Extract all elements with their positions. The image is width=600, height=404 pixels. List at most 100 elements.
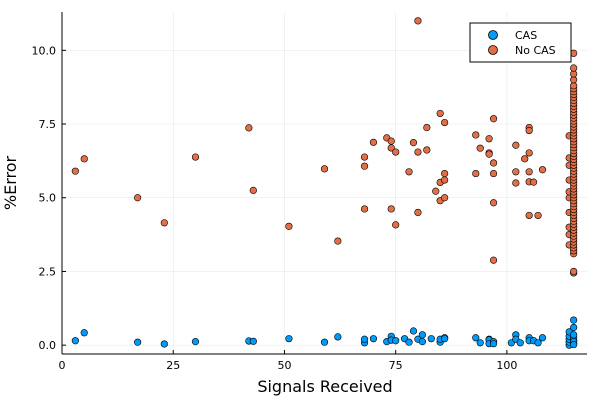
point-no-cas [512, 179, 520, 187]
point-cas [570, 331, 578, 339]
point-no-cas [485, 135, 493, 143]
legend-marker-cas [488, 30, 498, 40]
point-no-cas [441, 118, 449, 127]
point-no-cas [387, 144, 395, 152]
point-no-cas [405, 168, 413, 176]
point-no-cas [512, 141, 520, 149]
point-cas [472, 334, 480, 342]
legend-label-cas: CAS [515, 29, 537, 42]
point-no-cas [191, 153, 200, 161]
point-cas [570, 316, 578, 324]
point-no-cas [441, 169, 449, 178]
axes-frame [61, 12, 587, 355]
point-no-cas [392, 221, 400, 229]
point-no-cas [414, 208, 422, 217]
point-no-cas [570, 267, 578, 276]
y-tick-label: 10.0 [32, 44, 57, 57]
x-tick-label: 100 [496, 359, 517, 372]
x-tick-label: 50 [277, 359, 291, 372]
point-no-cas [512, 168, 520, 176]
point-no-cas [489, 159, 498, 167]
legend-box [469, 22, 572, 63]
y-axis-label: %Error [1, 155, 20, 210]
point-no-cas [441, 194, 449, 202]
point-no-cas [134, 194, 142, 202]
point-no-cas [249, 186, 257, 194]
point-cas [538, 334, 547, 342]
point-no-cas [334, 237, 342, 245]
point-no-cas [160, 219, 168, 227]
point-cas [360, 335, 369, 343]
point-cas [392, 337, 400, 345]
x-tick-label: 75 [389, 359, 403, 372]
point-no-cas [472, 131, 480, 139]
point-cas [249, 337, 257, 345]
point-no-cas [80, 155, 88, 163]
y-tick-label: 2.5 [39, 265, 57, 278]
point-cas [476, 339, 484, 347]
point-cas [570, 340, 578, 349]
point-no-cas [530, 178, 538, 186]
point-no-cas [570, 64, 578, 72]
point-no-cas [369, 138, 378, 146]
point-no-cas [414, 148, 422, 156]
y-tick-label: 7.5 [39, 118, 57, 131]
point-no-cas [525, 211, 533, 220]
y-tick-label: 5.0 [39, 192, 57, 205]
point-no-cas [360, 205, 369, 213]
point-cas [369, 335, 378, 343]
point-no-cas [392, 148, 400, 156]
point-no-cas [414, 17, 422, 25]
point-cas [489, 340, 498, 348]
point-no-cas [525, 126, 533, 135]
point-no-cas [521, 155, 529, 163]
legend-label-no-cas: No CAS [515, 44, 556, 57]
point-cas [80, 329, 88, 337]
point-cas [418, 338, 426, 346]
point-no-cas [423, 123, 431, 132]
point-no-cas [534, 211, 542, 220]
data-points [71, 17, 578, 349]
point-no-cas [360, 162, 369, 170]
point-cas [334, 333, 342, 341]
point-no-cas [432, 187, 440, 195]
point-no-cas [423, 146, 431, 154]
point-cas [134, 338, 142, 346]
point-cas [405, 338, 413, 346]
point-no-cas [436, 109, 444, 118]
point-no-cas [485, 150, 493, 158]
point-cas [191, 338, 200, 346]
point-no-cas [387, 205, 395, 213]
x-tick-label: 25 [166, 359, 180, 372]
point-no-cas [489, 169, 498, 178]
point-no-cas [285, 222, 293, 230]
point-no-cas [245, 124, 253, 132]
point-no-cas [489, 199, 498, 207]
x-axis-label: Signals Received [257, 377, 392, 396]
point-cas [160, 340, 168, 348]
legend: CAS No CAS [469, 22, 572, 63]
point-no-cas [387, 137, 395, 145]
grid [61, 12, 587, 354]
point-no-cas [525, 149, 533, 157]
point-no-cas [441, 176, 449, 184]
x-tick-label: 0 [59, 359, 66, 372]
point-no-cas [409, 139, 418, 147]
point-cas [320, 338, 329, 346]
ticks: 0 25 50 75 100 0.0 2.5 5.0 7.5 10.0 [32, 44, 518, 372]
point-cas [427, 335, 435, 343]
point-cas [71, 337, 79, 345]
point-cas [409, 327, 418, 335]
point-no-cas [320, 165, 329, 173]
y-tick-label: 0.0 [39, 339, 57, 352]
legend-marker-no-cas [488, 45, 498, 55]
point-cas [418, 331, 426, 339]
point-no-cas [476, 144, 484, 152]
point-cas [570, 323, 578, 332]
point-no-cas [489, 115, 498, 123]
point-no-cas [538, 166, 547, 174]
point-cas [441, 335, 449, 343]
point-no-cas [71, 167, 79, 175]
